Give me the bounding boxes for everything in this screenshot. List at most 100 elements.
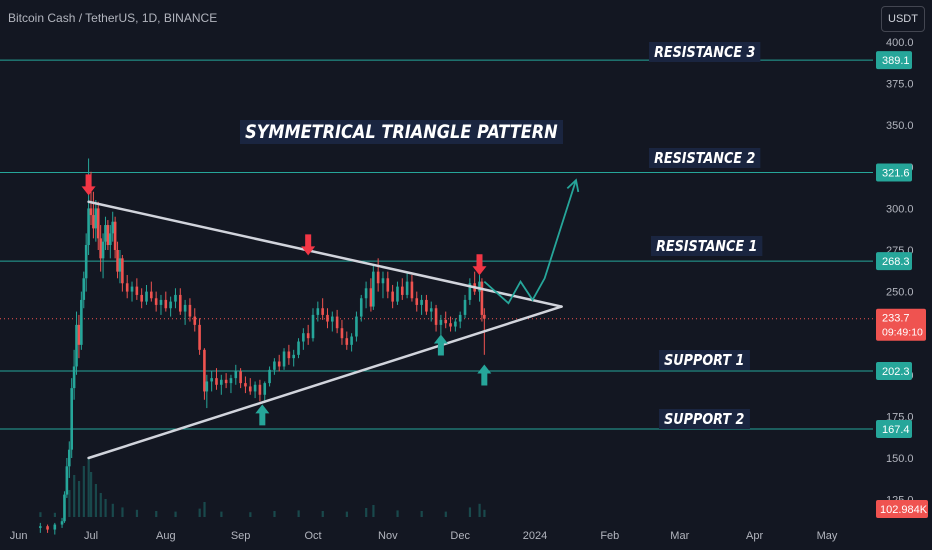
arrow-up-icon (255, 404, 270, 426)
candle-body (75, 324, 78, 367)
countdown-label: 09:49:10 (882, 327, 923, 339)
candle-body (174, 294, 177, 302)
candle-body (178, 294, 182, 312)
candle-body (410, 281, 414, 299)
x-tick-label: Apr (746, 530, 763, 542)
candle-body (203, 349, 206, 392)
y-tick-label: 250.0 (886, 287, 914, 299)
trendline-lower (87, 305, 563, 460)
candle-body (340, 328, 344, 339)
volume-bar (121, 507, 124, 517)
candle-body (345, 338, 349, 345)
volume-bar (483, 509, 486, 517)
candle-body (169, 301, 172, 309)
candle-body (355, 316, 358, 337)
candle-body (220, 379, 223, 385)
volume-bar (345, 511, 348, 517)
volume-bar (249, 512, 252, 517)
candle-body (92, 215, 95, 229)
candle-body (130, 286, 134, 292)
candle-body (369, 288, 373, 307)
candle-body (125, 283, 129, 292)
candle-body (311, 314, 315, 339)
candle-body (302, 333, 305, 342)
volume-bar (444, 511, 447, 517)
y-tick-label: 350.0 (886, 120, 914, 132)
candle-body (154, 298, 158, 305)
current-price-badge (876, 308, 926, 341)
candle-body (239, 371, 242, 384)
candle-body (150, 291, 153, 299)
candle-body (159, 299, 163, 305)
candle-body (258, 384, 262, 395)
volume-bar (94, 484, 98, 517)
resistance-2-label: RESISTANCE 2 (649, 148, 761, 168)
candle-body (244, 383, 247, 387)
level-price-label: 321.6 (882, 167, 910, 179)
candle-body (376, 271, 380, 284)
pattern-title-label: SYMMETRICAL TRIANGLE PATTERN (240, 120, 563, 144)
candle-body (106, 225, 110, 246)
candle-body (263, 383, 267, 395)
candle-body (425, 299, 428, 312)
candle-body (215, 378, 218, 385)
candle-body (109, 233, 112, 246)
candle-body (77, 324, 81, 345)
candle-body (391, 291, 394, 302)
level-price-label: 167.4 (882, 424, 910, 436)
candle-body (429, 308, 433, 312)
volume-bar (468, 507, 472, 517)
candle-body (468, 283, 472, 300)
volume-bar (155, 511, 158, 517)
y-tick-label: 400.0 (886, 37, 914, 49)
candle-body (248, 386, 252, 392)
candle-body (113, 221, 117, 250)
volume-bar (99, 493, 102, 517)
candle-body (72, 366, 76, 389)
price-axis-background (873, 0, 932, 550)
level-price-label: 202.3 (882, 366, 910, 378)
chart-title: Bitcoin Cash / TetherUS, 1D, BINANCE (8, 11, 218, 25)
resistance-3-label: RESISTANCE 3 (649, 42, 761, 62)
candle-body (321, 308, 324, 315)
volume-bar (111, 503, 114, 517)
volume-bar (420, 511, 423, 517)
level-price-badge (876, 252, 912, 271)
candle-body (224, 379, 228, 384)
candle-body (273, 361, 276, 370)
candle-body (53, 524, 57, 530)
candle-body (253, 384, 257, 392)
x-tick-label: Feb (600, 530, 619, 542)
candle-body (282, 351, 286, 367)
candle-body (80, 299, 83, 345)
volume-bar (372, 505, 375, 517)
volume-bar (365, 508, 368, 517)
support-1-label: SUPPORT 1 (659, 350, 750, 370)
x-tick-label: Jun (10, 530, 28, 542)
candle-body (188, 304, 192, 317)
candle-body (306, 333, 310, 339)
volume-bar (53, 512, 57, 517)
candle-body (434, 308, 438, 325)
candle-body (483, 314, 486, 319)
volume-bar (273, 511, 276, 517)
x-tick-label: May (817, 530, 838, 542)
candlesticks (39, 158, 486, 535)
x-tick-label: Sep (231, 530, 251, 542)
volume-bar (39, 512, 42, 517)
candle-body (96, 208, 100, 239)
candle-body (39, 526, 42, 528)
arrow-down-icon (301, 234, 316, 256)
projection-arrowhead (566, 178, 580, 193)
candle-body (381, 278, 385, 284)
volume-bar (174, 511, 177, 517)
candle-body (99, 238, 102, 259)
currency-button[interactable]: USDT (881, 6, 925, 32)
y-tick-label: 150.0 (886, 453, 914, 465)
candle-body (444, 319, 448, 324)
candle-body (449, 323, 452, 327)
level-price-label: 389.1 (882, 55, 910, 67)
x-tick-label: Nov (378, 530, 398, 542)
